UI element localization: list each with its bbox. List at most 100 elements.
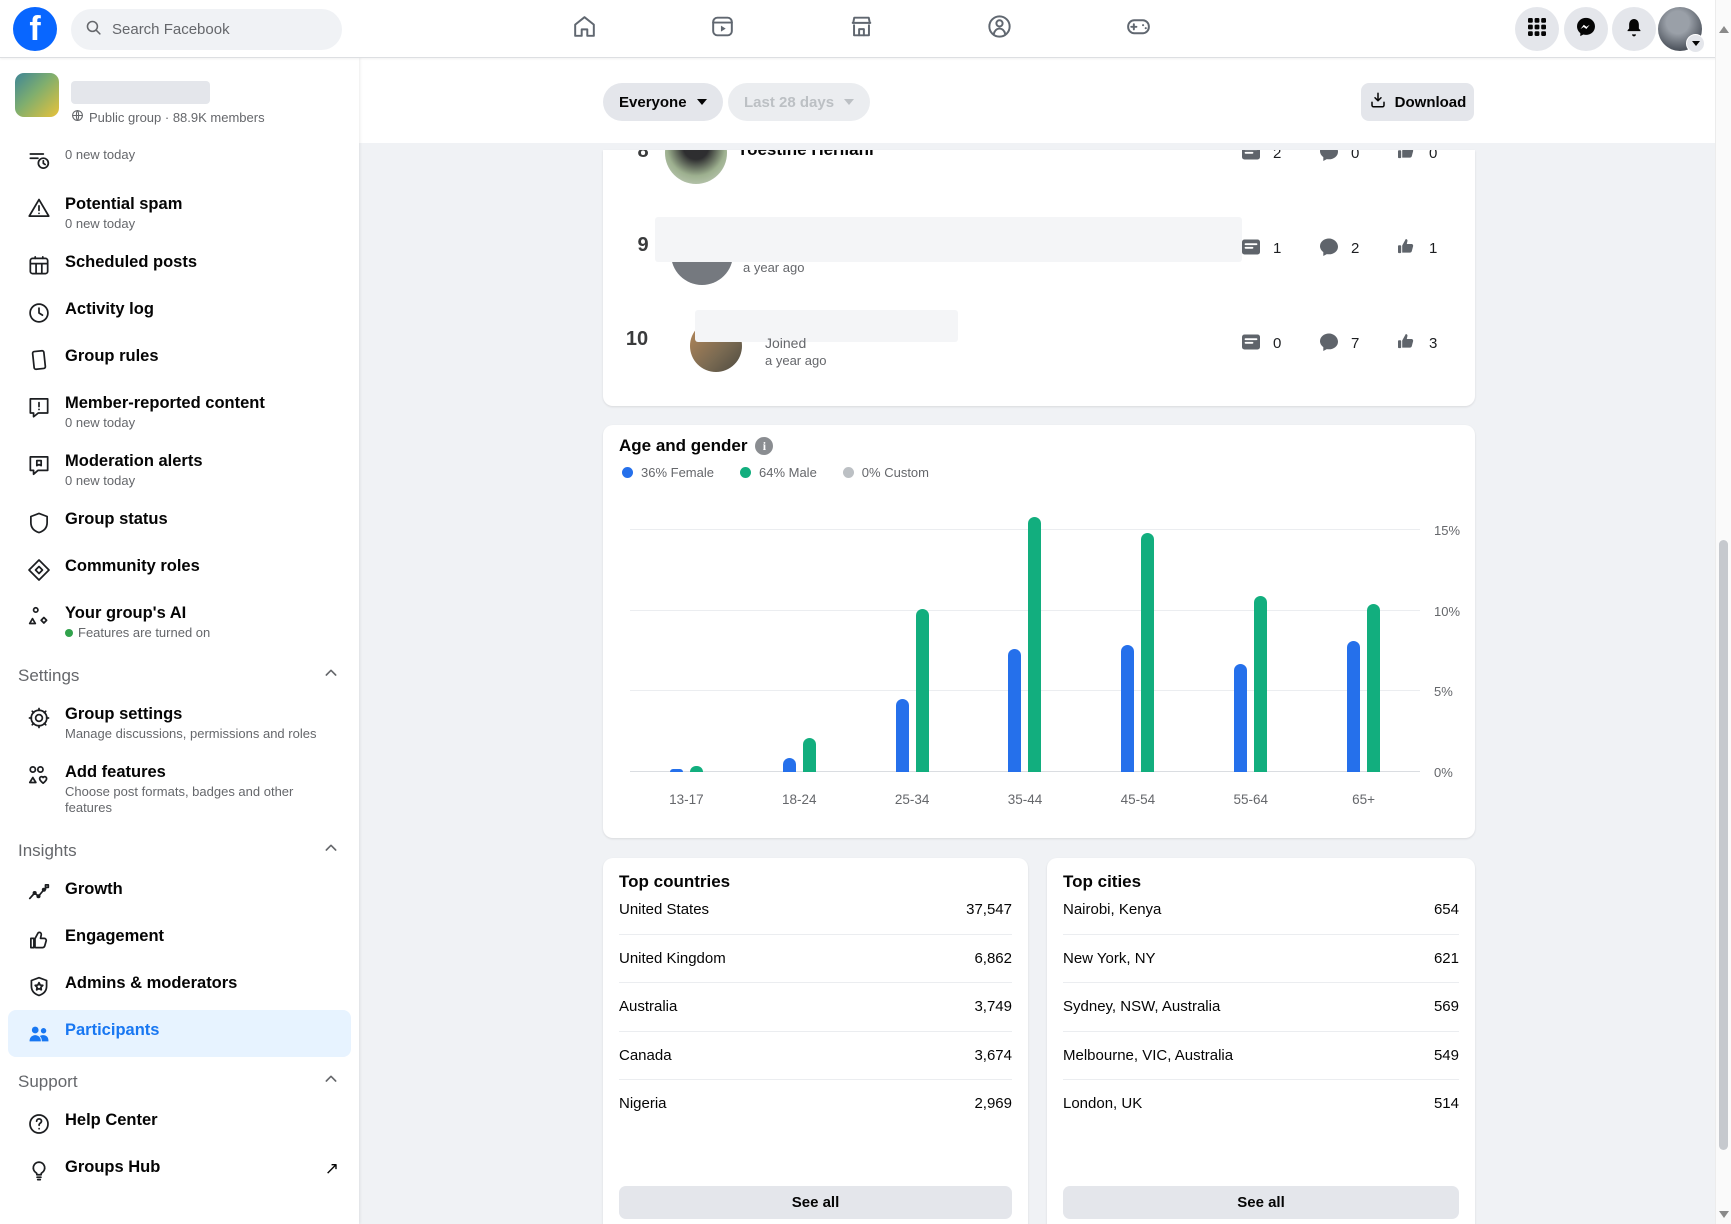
see-all-cities-button[interactable]: See all — [1063, 1186, 1459, 1219]
sidebar-item-help-center[interactable]: Help Center — [8, 1100, 351, 1147]
sidebar-item-moderation-alerts[interactable]: Moderation alerts 0 new today — [8, 441, 351, 499]
sidebar-item-label: Help Center — [65, 1111, 158, 1129]
account-avatar[interactable] — [1658, 7, 1705, 53]
messenger-button[interactable] — [1564, 7, 1608, 51]
scrollbar-up-arrow-icon[interactable] — [1719, 26, 1729, 33]
sidebar-item-add-features[interactable]: Add features Choose post formats, badges… — [8, 752, 351, 826]
section-support[interactable]: Support — [0, 1057, 359, 1100]
notifications-button[interactable] — [1612, 7, 1656, 51]
sidebar-item-participants[interactable]: Participants — [8, 1010, 351, 1057]
bar-group-25-34 — [856, 609, 969, 772]
date-range-label: Last 28 days — [744, 93, 835, 111]
sidebar-item-label: Group rules — [65, 347, 159, 365]
groups-tab[interactable] — [972, 5, 1028, 53]
chart-title: Age and gender i — [619, 436, 774, 456]
thumb-up-icon — [26, 927, 52, 953]
date-range-dropdown: Last 28 days — [728, 83, 871, 121]
legend-dot — [842, 467, 854, 478]
top-countries-title: Top countries — [619, 872, 731, 891]
search-icon — [85, 19, 102, 41]
sidebar-item-group-status[interactable]: Group status — [8, 499, 351, 546]
member-rank: 8 — [637, 150, 649, 162]
posts-icon — [1239, 330, 1265, 356]
sidebar-item-community-roles[interactable]: Community roles — [8, 546, 351, 593]
page-scrollbar[interactable] — [1715, 0, 1731, 1224]
section-label: Settings — [18, 665, 80, 685]
section-insights[interactable]: Insights — [0, 826, 359, 869]
city-value: 514 — [1433, 1095, 1459, 1113]
scrollbar-down-arrow-icon[interactable] — [1719, 1211, 1729, 1218]
sidebar-item-sub: Features are turned on — [65, 625, 339, 641]
member-avatar[interactable] — [665, 150, 727, 184]
shield-icon — [26, 510, 52, 536]
bar-group-55-64 — [1194, 596, 1307, 772]
sidebar-item-label: Activity log — [65, 300, 154, 318]
audience-filter-dropdown[interactable]: Everyone — [603, 83, 723, 121]
shield-star-icon — [26, 974, 52, 1000]
member-counts: 1 2 1 — [1239, 233, 1457, 263]
member-requests-icon — [26, 148, 52, 174]
see-all-countries-button[interactable]: See all — [619, 1186, 1012, 1219]
download-icon — [1369, 91, 1387, 113]
sidebar-item-admins-moderators[interactable]: Admins & moderators — [8, 963, 351, 1010]
sidebar-item-growth[interactable]: Growth — [8, 869, 351, 916]
sidebar-item-groups-hub[interactable]: Groups Hub ↗ — [8, 1147, 351, 1194]
posts-count: 1 — [1273, 239, 1282, 257]
main-content: Everyone Last 28 days Download 8 Yoestin… — [359, 57, 1716, 1224]
member-joined-time: a year ago — [743, 260, 805, 275]
sidebar-item-member-reported-content[interactable]: Member-reported content 0 new today — [8, 383, 351, 441]
group-header[interactable]: Public group · 88.9K members — [0, 57, 359, 125]
sidebar-item-groups-ai[interactable]: Your group's AI Features are turned on — [8, 593, 351, 651]
sidebar-item-activity-log[interactable]: Activity log — [8, 289, 351, 336]
member-name[interactable]: Yoestine Herliani — [737, 150, 874, 160]
legend-item-custom: 0% Custom — [842, 465, 929, 480]
section-settings[interactable]: Settings — [0, 651, 359, 694]
watch-tab[interactable] — [695, 5, 751, 53]
sidebar-item-label: Moderation alerts — [65, 452, 203, 470]
bar-male-45-54 — [1141, 533, 1155, 772]
sidebar-item-label: Add features — [65, 763, 166, 781]
facebook-logo[interactable]: f — [13, 7, 57, 51]
y-axis-tick: 15% — [1434, 523, 1461, 539]
marketplace-tab[interactable] — [833, 5, 889, 53]
table-row: Canada 3,674 — [619, 1032, 1012, 1080]
country-value: 2,969 — [974, 1095, 1012, 1113]
download-button[interactable]: Download — [1361, 83, 1474, 121]
gridline — [630, 690, 1420, 692]
chevron-down-icon — [844, 99, 855, 105]
sidebar-item-scheduled-posts[interactable]: Scheduled posts — [8, 242, 351, 289]
sidebar-item-group-rules[interactable]: Group rules — [8, 336, 351, 383]
bar-female-55-64 — [1234, 663, 1248, 772]
gaming-tab[interactable] — [1110, 5, 1166, 53]
chart-plot — [630, 514, 1420, 772]
comments-icon — [1317, 150, 1343, 166]
city-name: Sydney, NSW, Australia — [1063, 998, 1221, 1016]
table-row: United States 37,547 — [619, 886, 1012, 935]
sidebar-item-label: Potential spam — [65, 195, 183, 213]
scrollbar-thumb[interactable] — [1719, 540, 1728, 1150]
sidebar-item-member-requests[interactable]: 0 new today — [8, 137, 351, 184]
search-bar[interactable] — [71, 9, 342, 50]
x-axis-label: 55-64 — [1233, 792, 1268, 807]
member-counts: 2 0 0 — [1239, 150, 1457, 168]
likes-count: 1 — [1429, 239, 1438, 257]
sidebar-item-sub: 0 new today — [65, 147, 136, 162]
x-axis-label: 45-54 — [1120, 792, 1156, 807]
country-value: 3,674 — [974, 1046, 1012, 1064]
home-tab[interactable] — [556, 5, 612, 53]
sidebar-item-engagement[interactable]: Engagement — [8, 916, 351, 963]
info-icon[interactable]: i — [755, 437, 774, 455]
city-value: 549 — [1433, 1046, 1459, 1064]
sidebar: Public group · 88.9K members 0 new today… — [0, 57, 359, 1224]
legend-dot — [739, 467, 751, 478]
table-row: London, UK 514 — [1063, 1080, 1459, 1128]
sidebar-item-group-settings[interactable]: Group settings Manage discussions, permi… — [8, 694, 351, 752]
group-title-redacted — [71, 81, 210, 104]
bar-female-35-44 — [1008, 649, 1022, 772]
gridline — [630, 609, 1420, 611]
sidebar-item-potential-spam[interactable]: Potential spam 0 new today — [8, 184, 351, 242]
menu-button[interactable] — [1515, 7, 1559, 51]
messenger-icon — [1575, 16, 1597, 43]
search-input[interactable] — [110, 20, 314, 39]
